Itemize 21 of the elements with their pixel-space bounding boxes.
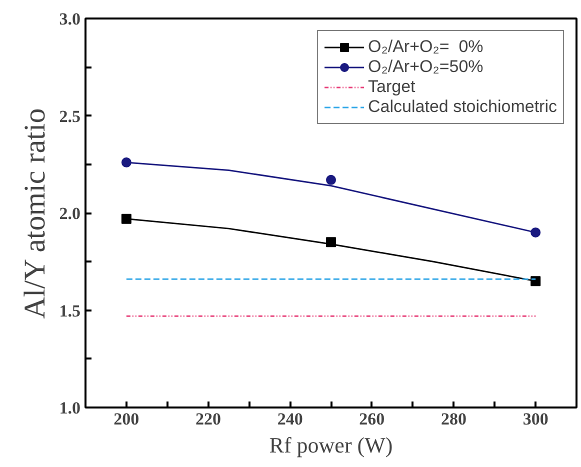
x-tick-label: 300 [522,410,548,428]
legend-label: Target [368,77,416,97]
point [530,227,541,238]
legend-label: Calculated stoichiometric [368,97,557,117]
point [326,174,336,185]
x-tick-label: 200 [114,410,140,428]
x-axis-title: Rf power (W) [269,432,393,458]
x-tick-label: 240 [277,410,303,428]
legend-label: O₂/Ar+O₂=50% [368,57,484,77]
y-tick-label: 2.0 [59,204,80,223]
y-axis-title: Al/Y atomic ratio [18,108,52,319]
x-tick-label: 280 [441,410,466,428]
x-tick-label: 220 [196,410,221,428]
point [121,157,132,168]
x-tick-label: 260 [359,410,385,428]
y-tick-label: 3.0 [59,10,80,28]
y-tick-label: 1.0 [59,398,80,418]
point [121,214,132,224]
legend-label: O₂/Ar+O₂= 0% [368,37,484,57]
y-tick-label: 2.5 [59,106,80,126]
y-tick-label: 1.5 [59,301,80,320]
